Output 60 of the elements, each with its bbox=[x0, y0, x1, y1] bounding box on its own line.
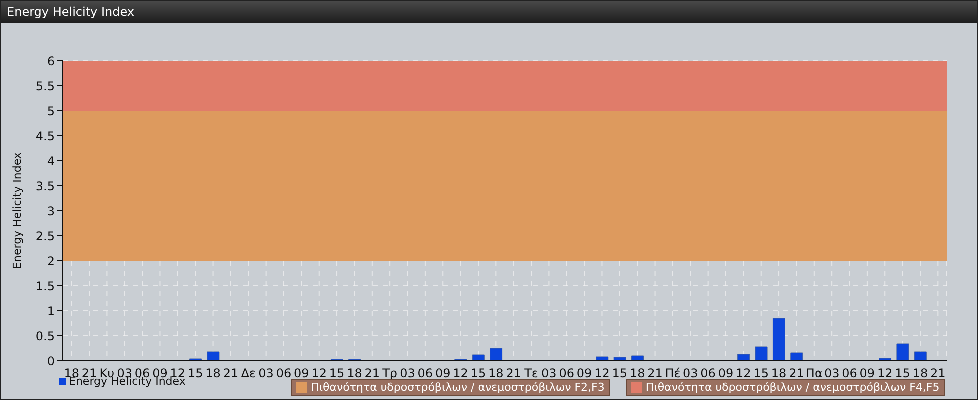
x-tick-label: 12 bbox=[312, 366, 327, 381]
legend-label: Πιθανότητα υδροστρόβιλων / ανεμοστρόβιλων F2,F3 bbox=[311, 381, 605, 394]
x-tick-label: 06 bbox=[842, 366, 858, 381]
y-tick-label: 4 bbox=[47, 154, 55, 168]
x-tick-label: 21 bbox=[506, 366, 522, 381]
x-tick-label: 09 bbox=[718, 366, 734, 381]
x-tick-label: 03 bbox=[400, 366, 416, 381]
y-axis-title: Energy Helicity Index bbox=[10, 152, 24, 270]
x-tick-label: 09 bbox=[294, 366, 310, 381]
y-tick-label: 3 bbox=[47, 204, 55, 218]
y-tick-label: 3.5 bbox=[36, 179, 55, 194]
x-tick-label: 18 bbox=[771, 366, 787, 381]
x-tick-label: Πέ bbox=[665, 366, 681, 381]
y-tick-label: 1.5 bbox=[36, 279, 55, 294]
x-tick-label: 18 bbox=[347, 366, 362, 381]
x-tick-label: 18 bbox=[488, 366, 504, 381]
x-tick-label: 15 bbox=[612, 366, 628, 381]
x-tick-label: 12 bbox=[877, 366, 893, 381]
chart-title: Energy Helicity Index bbox=[1, 1, 977, 23]
x-tick-label: 09 bbox=[435, 366, 451, 381]
y-tick-label: 5 bbox=[47, 104, 55, 118]
x-tick-label: 18 bbox=[630, 366, 646, 381]
x-tick-label: 15 bbox=[329, 366, 345, 381]
x-tick-label: Πα bbox=[806, 366, 823, 381]
x-tick-label: 03 bbox=[542, 366, 557, 381]
y-tick-label: 2.5 bbox=[36, 229, 55, 244]
y-tick-label: 2 bbox=[47, 254, 55, 268]
x-tick-label: 21 bbox=[789, 366, 804, 381]
x-tick-label: Δε bbox=[241, 366, 256, 381]
x-tick-label: 12 bbox=[453, 366, 468, 381]
x-tick-label: 21 bbox=[364, 366, 380, 381]
x-tick-label: 18 bbox=[912, 366, 928, 381]
legend-label: Πιθανότητα υδροστρόβιλων / ανεμοστρόβιλων F4,F5 bbox=[646, 381, 940, 394]
x-tick-label: 09 bbox=[576, 366, 592, 381]
x-tick-label: 12 bbox=[736, 366, 752, 381]
x-tick-label: 18 bbox=[206, 366, 221, 381]
x-tick-label: 06 bbox=[559, 366, 575, 381]
x-tick-label: Τε bbox=[524, 366, 538, 381]
x-tick-label: Τρ bbox=[382, 366, 398, 381]
x-tick-label: 15 bbox=[754, 366, 769, 381]
x-tick-label: 06 bbox=[418, 366, 434, 381]
y-tick-label: 0.5 bbox=[36, 329, 55, 344]
x-tick-label: 21 bbox=[223, 366, 239, 381]
x-tick-label: 12 bbox=[594, 366, 610, 381]
x-tick-label: 21 bbox=[930, 366, 946, 381]
x-tick-label: 09 bbox=[860, 366, 876, 381]
y-tick-label: 6 bbox=[47, 54, 55, 68]
x-tick-label: 03 bbox=[258, 366, 274, 381]
y-tick-label: 5.5 bbox=[36, 79, 55, 94]
y-tick-label: 1 bbox=[47, 304, 55, 318]
x-tick-label: 03 bbox=[683, 366, 698, 381]
x-tick-label: 06 bbox=[700, 366, 716, 381]
x-tick-label: 15 bbox=[895, 366, 910, 381]
x-tick-label: 21 bbox=[648, 366, 663, 381]
y-tick-label: 4.5 bbox=[36, 129, 55, 144]
x-tick-label: 03 bbox=[824, 366, 840, 381]
x-tick-label: 15 bbox=[188, 366, 204, 381]
x-tick-label: 15 bbox=[470, 366, 486, 381]
x-tick-label: 06 bbox=[276, 366, 292, 381]
y-tick-label: 0 bbox=[47, 354, 55, 368]
